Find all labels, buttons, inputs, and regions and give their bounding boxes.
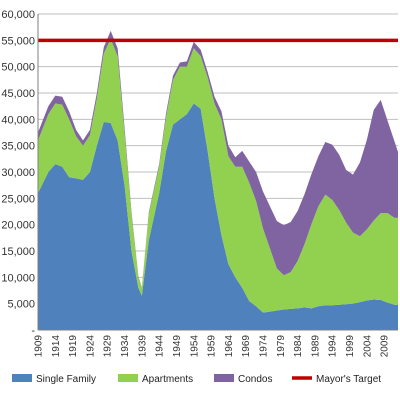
y-tick-label: 20,000 bbox=[1, 220, 35, 232]
legend-label: Single Family bbox=[36, 374, 96, 385]
legend-label: Mayor's Target bbox=[316, 374, 381, 385]
x-tick-label: 1919 bbox=[68, 335, 79, 358]
x-tick-label: 1969 bbox=[241, 335, 252, 358]
legend-swatch bbox=[214, 374, 234, 382]
legend-item: Single Family bbox=[12, 374, 96, 385]
axes bbox=[37, 14, 398, 331]
legend-label: Condos bbox=[238, 374, 272, 385]
area-apartments bbox=[38, 38, 398, 313]
x-tick-label: 1984 bbox=[293, 335, 304, 358]
y-tick-label: - bbox=[31, 325, 35, 337]
x-tick-label: 1944 bbox=[155, 335, 166, 358]
y-tick-label: 50,000 bbox=[1, 62, 35, 74]
legend-item: Apartments bbox=[118, 374, 193, 385]
y-tick-label: 25,000 bbox=[1, 193, 35, 205]
y-tick-labels: - 5,000 10,000 15,000 20,000 25,000 30,000 35,0… bbox=[1, 9, 35, 337]
x-tick-label: 1989 bbox=[310, 335, 321, 358]
x-tick-label: 1954 bbox=[189, 335, 200, 358]
x-tick-label: 1939 bbox=[137, 335, 148, 358]
x-tick-label: 2004 bbox=[362, 335, 373, 358]
area-condos bbox=[38, 30, 398, 288]
x-tick-label: 1959 bbox=[207, 335, 218, 358]
x-tick-label: 1999 bbox=[345, 335, 356, 358]
x-tick-label: 1929 bbox=[103, 335, 114, 358]
x-tick-label: 1909 bbox=[34, 335, 45, 358]
legend-item: Condos bbox=[214, 374, 272, 385]
y-tick-label: 15,000 bbox=[1, 246, 35, 258]
x-tick-label: 2009 bbox=[380, 335, 391, 358]
x-tick-label: 1974 bbox=[259, 335, 270, 358]
y-tick-label: 5,000 bbox=[7, 299, 35, 311]
x-tick-label: 1914 bbox=[51, 335, 62, 358]
legend-swatch bbox=[12, 374, 32, 382]
area-series bbox=[38, 30, 398, 330]
y-tick-label: 55,000 bbox=[1, 35, 35, 47]
y-tick-label: 30,000 bbox=[1, 167, 35, 179]
x-tick-label: 1934 bbox=[120, 335, 131, 358]
x-tick-label: 1979 bbox=[276, 335, 287, 358]
x-tick-label: 1964 bbox=[224, 335, 235, 358]
y-tick-label: 60,000 bbox=[1, 9, 35, 21]
legend-swatch bbox=[118, 374, 138, 382]
x-tick-labels: 1909 1914 1919 1924 1929 1934 1939 1944 1949 1954… bbox=[34, 335, 391, 358]
y-tick-label: 40,000 bbox=[1, 114, 35, 126]
x-tick-label: 1994 bbox=[328, 335, 339, 358]
x-tick-label: 1949 bbox=[172, 335, 183, 358]
y-tick-label: 35,000 bbox=[1, 141, 35, 153]
legend-label: Apartments bbox=[142, 374, 193, 385]
y-tick-label: 10,000 bbox=[1, 272, 35, 284]
legend: Single Family Apartments Condos Mayor's Tar… bbox=[12, 374, 381, 385]
x-tick-label: 1924 bbox=[85, 335, 96, 358]
legend-item: Mayor's Target bbox=[292, 374, 381, 385]
y-tick-label: 45,000 bbox=[1, 88, 35, 100]
